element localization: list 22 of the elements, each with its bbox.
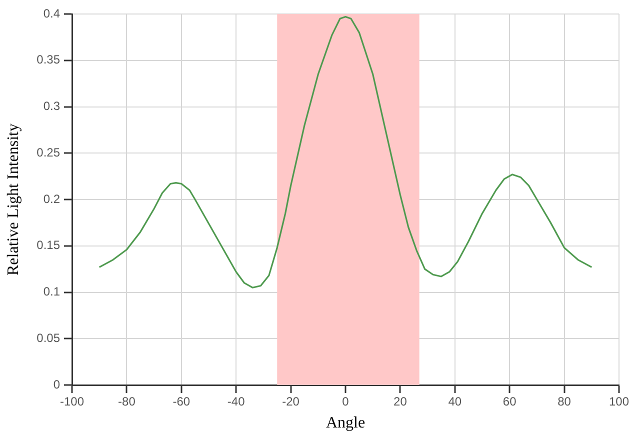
x-tick-label: -40 <box>227 394 246 409</box>
y-tick-label: 0.3 <box>43 99 60 114</box>
y-tick-label: 0.35 <box>36 52 60 67</box>
y-axis-title: Relative Light Intensity <box>4 124 22 276</box>
x-axis-title: Angle <box>326 414 366 432</box>
x-tick-label: 0 <box>342 394 350 409</box>
y-tick-label: 0 <box>53 377 60 392</box>
x-tick-label: -100 <box>60 394 84 409</box>
y-tick-label: 0.25 <box>36 145 60 160</box>
x-tick-label: 100 <box>608 394 630 409</box>
y-tick-label: 0.05 <box>36 330 60 345</box>
x-tick-label: -20 <box>282 394 300 409</box>
x-tick-label: -80 <box>118 394 136 409</box>
x-tick-label: -60 <box>172 394 190 409</box>
y-tick-label: 0.2 <box>43 192 60 206</box>
y-tick-label: 0.4 <box>43 6 60 20</box>
x-tick-label: 60 <box>502 394 517 409</box>
x-tick-label: 80 <box>558 394 572 409</box>
y-tick-label: 0.15 <box>36 238 60 252</box>
x-tick-label: 20 <box>394 394 408 409</box>
x-tick-label: 40 <box>448 394 462 409</box>
y-tick-label: 0.1 <box>43 284 60 299</box>
